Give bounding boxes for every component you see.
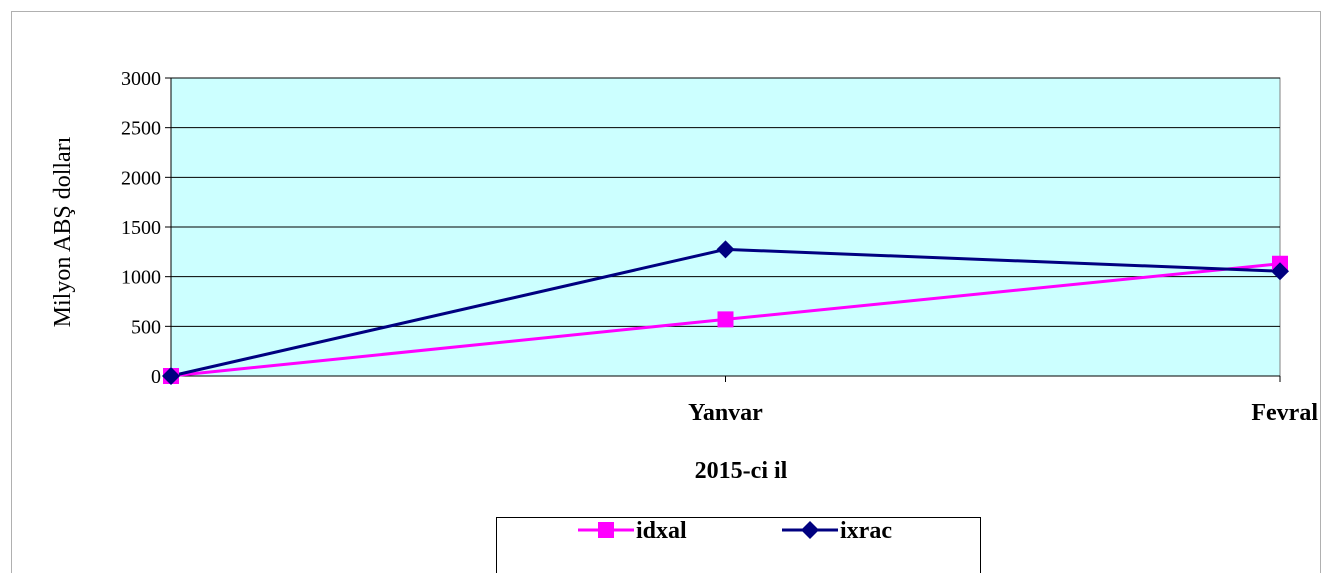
y-tick-label: 3000 <box>121 68 161 90</box>
x-axis-title: 2015-ci il <box>695 458 788 484</box>
y-axis: 0 500 1000 1500 2000 2500 3000 <box>121 68 172 388</box>
legend: idxal ixrac <box>496 517 981 576</box>
x-axis: Yanvar Fevral <box>170 375 1318 426</box>
legend-label-idxal: idxal <box>636 518 687 544</box>
point-ixrac <box>1271 262 1289 281</box>
legend-marker-ixrac <box>801 521 819 539</box>
y-tick-label: 1500 <box>121 217 161 239</box>
x-tick-label: Fevral <box>1251 400 1318 426</box>
series-layer <box>162 240 1289 385</box>
x-tick-label: Yanvar <box>688 400 763 426</box>
gridlines <box>171 77 1280 327</box>
y-tick-label: 500 <box>131 316 161 338</box>
point-ixrac <box>162 367 180 385</box>
point-idxal <box>717 311 734 328</box>
legend-box <box>496 517 981 576</box>
y-tick-label: 0 <box>151 366 161 388</box>
legend-label-ixrac: ixrac <box>840 518 892 544</box>
y-tick-label: 2500 <box>121 118 161 140</box>
point-ixrac <box>716 240 735 259</box>
y-axis-title: Milyon ABŞ dolları <box>50 136 76 327</box>
y-tick-label: 1000 <box>121 267 161 289</box>
y-tick-label: 2000 <box>121 167 161 189</box>
legend-marker-idxal <box>598 522 614 538</box>
